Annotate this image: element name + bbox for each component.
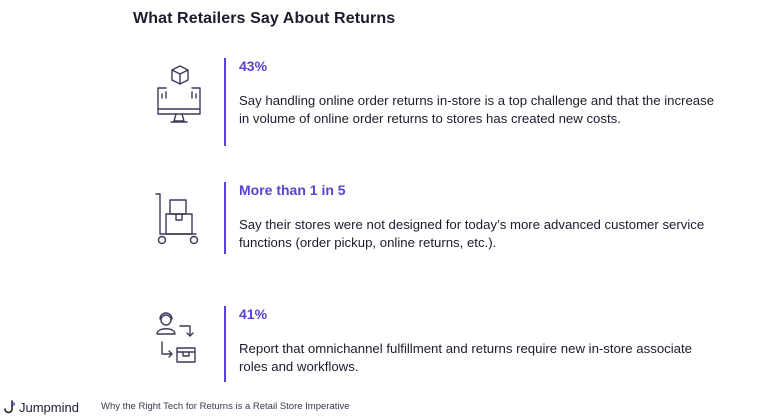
associate-return-flow-icon [150, 306, 208, 378]
stat-block-3: 41% Report that omnichannel fulfillment … [150, 306, 730, 406]
brand-name: Jumpmind [19, 399, 79, 415]
hand-truck-boxes-icon [150, 182, 208, 254]
stat-divider [224, 58, 226, 146]
stat-block-2: More than 1 in 5 Say their stores were n… [150, 182, 730, 282]
stat-description: Report that omnichannel fulfillment and … [239, 341, 693, 374]
page-title: What Retailers Say About Returns [133, 10, 396, 27]
stat-divider [224, 182, 226, 254]
stat-value: 43% [239, 58, 268, 74]
stat-description: Say their stores were not designed for t… [239, 217, 705, 250]
stat-value: 41% [239, 306, 268, 322]
jumpmind-logo-icon [4, 399, 16, 415]
stat-divider [224, 306, 226, 382]
monitor-package-icon [150, 58, 208, 130]
stat-block-1: 43% Say handling online order returns in… [150, 58, 730, 158]
footer: Jumpmind Why the Right Tech for Returns … [0, 395, 768, 419]
brand-logo: Jumpmind [4, 398, 79, 416]
stat-value: More than 1 in 5 [239, 182, 346, 198]
footer-note: Why the Right Tech for Returns is a Reta… [101, 401, 350, 412]
stat-description: Say handling online order returns in-sto… [239, 93, 715, 126]
